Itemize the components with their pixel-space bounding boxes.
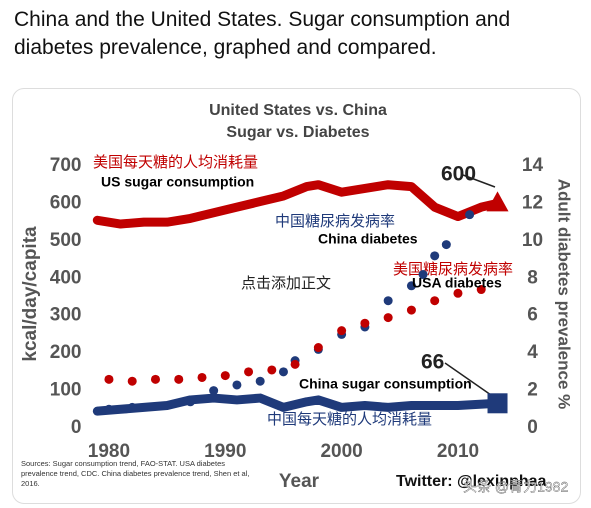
data-point — [197, 372, 207, 382]
data-point — [267, 365, 277, 375]
data-point — [232, 380, 242, 390]
end-marker — [486, 191, 509, 212]
chart-subtitle: Sugar vs. Diabetes — [226, 124, 369, 141]
y-tick-label: 400 — [50, 267, 82, 288]
series-label: China diabetes — [318, 231, 418, 247]
annotation: 美国每天糖的人均消耗量 — [93, 153, 258, 171]
data-point — [406, 305, 416, 315]
data-point — [220, 371, 230, 381]
annotation: 中国糖尿病发病率 — [275, 212, 395, 230]
credit: Twitter: @lexinphaa — [396, 473, 547, 490]
end-label: 600 — [441, 163, 476, 186]
leader — [444, 362, 492, 396]
y-tick-label: 0 — [71, 417, 82, 438]
data-point — [383, 313, 393, 323]
data-point — [476, 285, 486, 295]
y2-tick-label: 10 — [522, 230, 543, 251]
data-point — [290, 359, 300, 369]
end-marker — [487, 393, 508, 414]
y-tick-label: 300 — [50, 305, 82, 326]
data-point — [209, 386, 219, 396]
y2-tick-label: 2 — [527, 380, 538, 401]
data-point — [127, 402, 137, 412]
y-tick-label: 600 — [50, 192, 82, 213]
end-label: 66 — [421, 351, 444, 374]
data-point — [418, 270, 428, 280]
data-point — [337, 326, 347, 336]
source-box: Sources: Sugar consumption trend, FAO-ST… — [21, 459, 250, 488]
y-tick-label: 500 — [50, 230, 82, 251]
data-point — [430, 296, 440, 306]
chart-card: United States vs. China Sugar vs. Diabet… — [12, 88, 581, 504]
data-point — [185, 397, 195, 407]
series-label: USA diabetes — [412, 275, 502, 291]
data-point — [360, 318, 370, 328]
x-axis-label: Year — [279, 471, 320, 492]
y-tick-label: 700 — [50, 155, 82, 176]
y2-tick-label: 8 — [527, 267, 538, 288]
data-point — [127, 376, 137, 386]
chart: United States vs. China Sugar vs. Diabet… — [20, 102, 574, 495]
y2-axis-label: Adult diabetes prevalence % — [555, 179, 574, 410]
data-point — [406, 281, 416, 291]
y-axis-label: kcal/day/capita — [20, 226, 41, 362]
annotation: 点击添加正文 — [241, 274, 331, 292]
watermark: 头条 @青力1982 — [463, 479, 568, 495]
y2-tick-label: 0 — [527, 417, 538, 438]
y-tick-label: 200 — [50, 342, 82, 363]
data-point — [255, 376, 265, 386]
data-point — [465, 210, 475, 220]
x-tick-label: 1980 — [88, 441, 130, 462]
data-point — [313, 343, 323, 353]
data-point — [104, 404, 114, 414]
data-point — [150, 374, 160, 384]
tweet-text: China and the United States. Sugar consu… — [14, 8, 511, 59]
y2-tick-label: 12 — [522, 192, 543, 213]
leader — [462, 174, 496, 188]
x-tick-label: 2000 — [320, 441, 362, 462]
y2-tick-label: 4 — [527, 342, 538, 363]
annotation: 中国每天糖的人均消耗量 — [267, 410, 432, 428]
data-point — [278, 367, 288, 377]
data-point — [383, 296, 393, 306]
data-point — [430, 251, 440, 261]
source: Sources: Sugar consumption trend, FAO-ST… — [21, 459, 250, 488]
series-label: US sugar consumption — [101, 174, 254, 190]
y-tick-label: 100 — [50, 380, 82, 401]
x-tick-label: 1990 — [204, 441, 246, 462]
series-label: China sugar consumption — [299, 376, 472, 392]
x-tick-label: 2010 — [437, 441, 479, 462]
y2-tick-label: 14 — [522, 155, 544, 176]
data-point — [174, 374, 184, 384]
data-point — [244, 367, 254, 377]
y2-tick-label: 6 — [527, 305, 538, 326]
data-point — [104, 374, 114, 384]
series-line — [92, 180, 503, 229]
data-point — [453, 288, 463, 298]
series-line — [92, 393, 503, 416]
chart-title: United States vs. China — [209, 102, 387, 119]
data-point — [441, 240, 451, 250]
